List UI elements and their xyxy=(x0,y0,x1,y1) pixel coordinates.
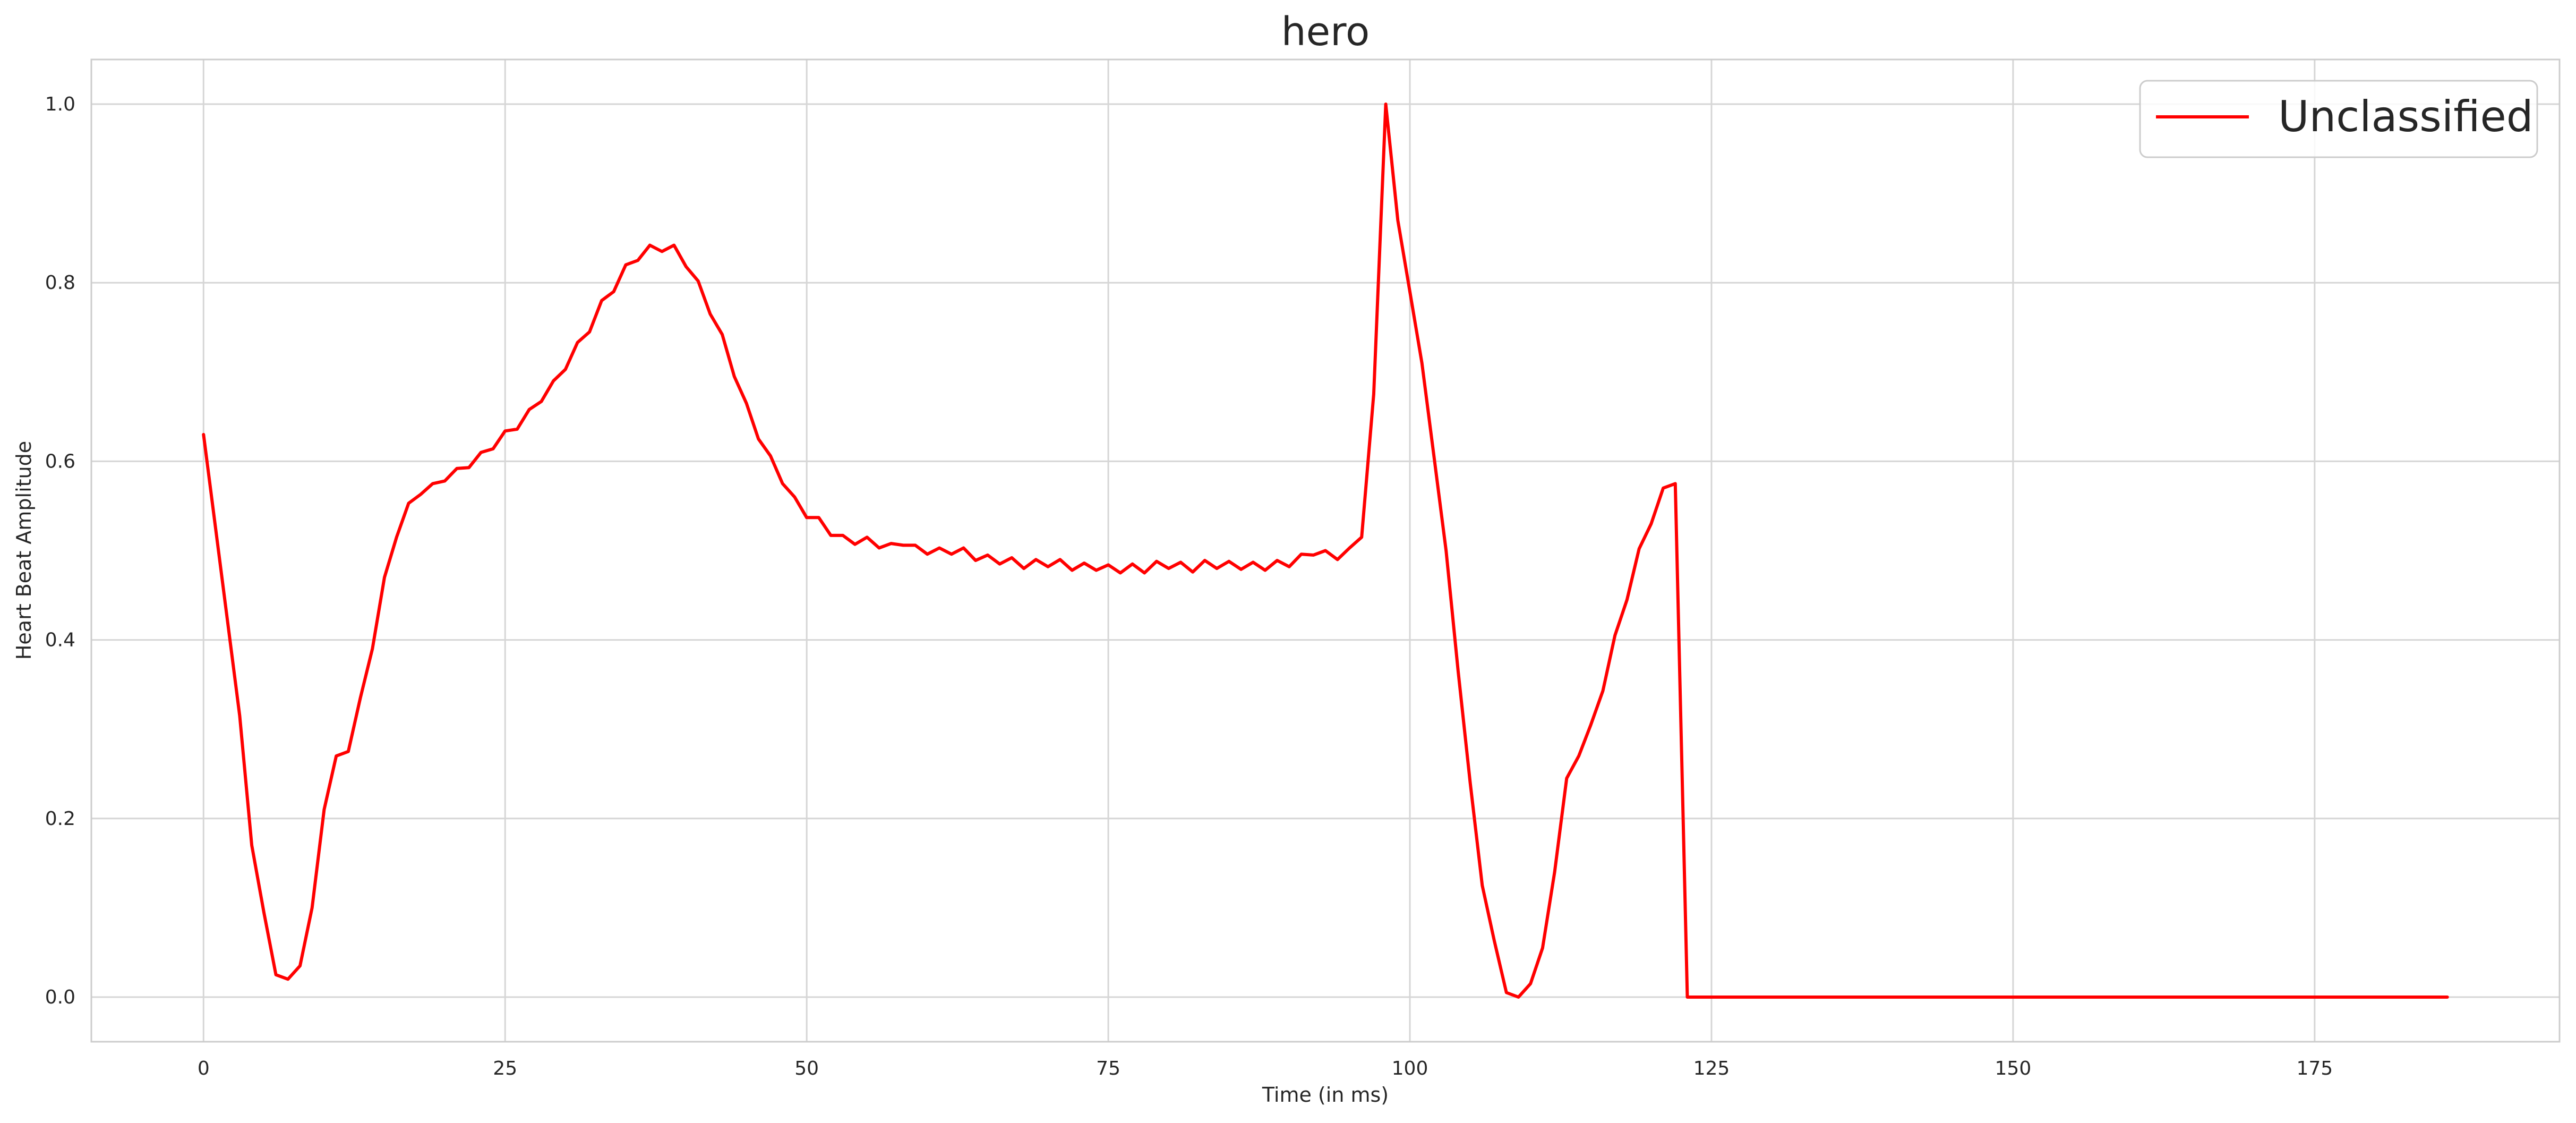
plot-area-frame xyxy=(90,58,2561,1043)
legend-label-unclassified: Unclassified xyxy=(2278,92,2533,141)
legend-box xyxy=(2139,80,2538,158)
y-tick-label: 0.4 xyxy=(45,629,75,651)
x-tick-label: 50 xyxy=(794,1058,819,1079)
x-tick-label: 125 xyxy=(1693,1058,1730,1079)
y-tick-label: 0.0 xyxy=(45,986,75,1008)
series-line-unclassified xyxy=(202,103,2449,999)
x-tick-label: 175 xyxy=(2296,1058,2333,1079)
y-tick-label: 0.6 xyxy=(45,450,75,472)
y-tick-label: 1.0 xyxy=(45,93,75,115)
x-axis-ticks: 0 25 50 75 100 125 150 175 xyxy=(198,1058,2333,1079)
x-tick-label: 25 xyxy=(493,1058,517,1079)
chart-title: hero xyxy=(1281,9,1370,55)
x-tick-label: 150 xyxy=(1995,1058,2032,1079)
x-tick-label: 100 xyxy=(1392,1058,1428,1079)
y-tick-label: 0.2 xyxy=(45,808,75,830)
x-tick-label: 0 xyxy=(198,1058,210,1079)
series-lines xyxy=(202,103,2449,999)
y-axis-ticks: 0.0 0.2 0.4 0.6 0.8 1.0 xyxy=(45,93,75,1008)
legend: Unclassified xyxy=(2139,80,2538,158)
y-axis-label: Heart Beat Amplitude xyxy=(12,441,36,660)
x-axis-label: Time (in ms) xyxy=(1262,1083,1389,1107)
y-tick-label: 0.8 xyxy=(45,272,75,294)
x-tick-label: 75 xyxy=(1096,1058,1120,1079)
